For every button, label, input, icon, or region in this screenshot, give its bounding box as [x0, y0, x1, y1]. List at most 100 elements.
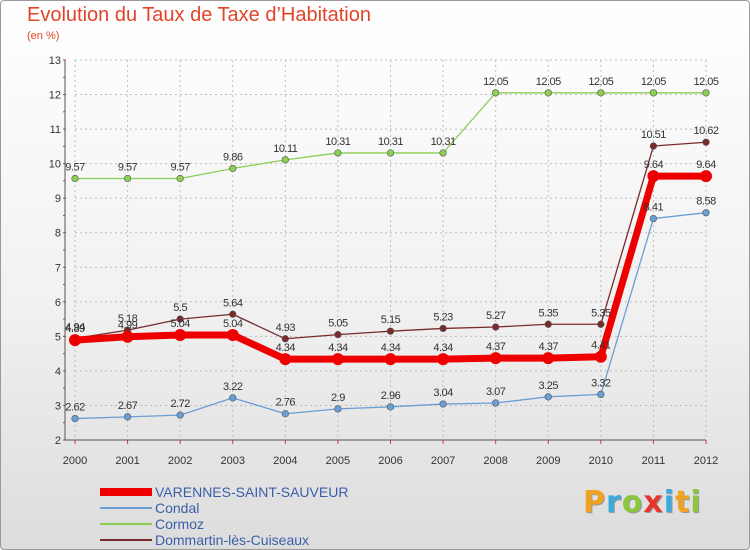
data-point	[334, 149, 342, 157]
data-label: 9.57	[65, 161, 85, 173]
legend-swatch	[100, 507, 152, 509]
data-point	[176, 174, 184, 183]
data-label: 8.58	[696, 196, 716, 208]
data-label: 10.11	[273, 143, 298, 155]
data-label: 5.27	[486, 310, 506, 322]
data-point	[700, 170, 712, 183]
data-point	[279, 353, 292, 366]
x-tick-label: 2001	[115, 455, 139, 467]
y-tick-label: 11	[50, 124, 61, 136]
data-point	[597, 320, 605, 328]
y-tick-label: 8	[55, 228, 61, 240]
data-label: 4.89	[65, 323, 85, 335]
data-point	[492, 399, 500, 407]
data-point	[229, 310, 237, 318]
data-point	[226, 328, 239, 341]
line-chart: 2 3 4 5 6 7 8 9 10 11 12 13 2000 2001 2002 2003 2004 2005…	[49, 55, 720, 467]
data-label: 8.41	[644, 202, 664, 214]
data-label: 9.57	[118, 161, 138, 173]
data-point	[386, 149, 395, 157]
x-tick-label: 2012	[694, 455, 718, 467]
data-label: 4.34	[328, 342, 348, 354]
data-label: 10.51	[641, 129, 666, 141]
data-point	[489, 352, 502, 365]
data-point	[649, 89, 658, 97]
data-label: 3.25	[539, 380, 559, 392]
data-label: 9.57	[170, 161, 190, 173]
data-label: 2.67	[118, 400, 138, 412]
data-label: 3.32	[591, 377, 611, 389]
data-label: 4.34	[381, 342, 401, 354]
data-point	[176, 411, 184, 419]
x-tick-label: 2003	[221, 455, 245, 467]
x-tick-label: 2010	[589, 455, 613, 467]
data-point	[544, 320, 552, 328]
data-label: 4.37	[486, 341, 506, 353]
data-label: 2.76	[276, 397, 296, 409]
x-tick-label: 2011	[642, 455, 666, 467]
data-label: 12.05	[641, 76, 666, 88]
data-point	[544, 89, 552, 97]
data-label: 9.64	[696, 159, 716, 171]
data-label: 3.07	[486, 386, 506, 398]
x-tick-label: 2005	[326, 455, 350, 467]
data-point	[281, 156, 289, 164]
data-label: 10.31	[325, 136, 350, 148]
y-tick-label: 10	[49, 159, 61, 171]
data-point	[647, 170, 660, 183]
x-tick-label: 2000	[63, 455, 87, 467]
data-label: 10.31	[431, 136, 456, 148]
data-label: 5.35	[539, 307, 559, 319]
data-point	[334, 331, 342, 339]
data-point	[439, 324, 447, 333]
data-label: 2.62	[65, 402, 85, 414]
data-point	[439, 149, 447, 157]
data-point	[174, 328, 187, 341]
data-label: 5.04	[223, 318, 243, 330]
data-point	[439, 400, 447, 408]
data-label: 4.99	[118, 320, 138, 332]
data-label: 9.64	[644, 159, 664, 171]
y-tick-label: 13	[49, 55, 61, 67]
legend-swatch	[100, 488, 152, 496]
legend-label: Condal	[155, 500, 200, 516]
y-tick-label: 3	[55, 400, 61, 412]
data-label: 5.35	[591, 307, 611, 319]
data-label: 5.15	[381, 314, 401, 326]
data-point	[702, 89, 710, 97]
data-label: 4.41	[591, 340, 611, 352]
data-point	[123, 174, 132, 183]
x-tick-label: 2007	[431, 455, 455, 467]
data-point	[229, 394, 237, 402]
data-point	[492, 323, 500, 331]
data-point	[702, 209, 710, 217]
data-point	[702, 138, 710, 146]
x-tick-label: 2006	[378, 455, 402, 467]
data-label: 5.04	[170, 318, 190, 330]
y-tick-label: 4	[55, 366, 61, 378]
data-label: 5.05	[328, 318, 348, 330]
data-point	[594, 350, 607, 363]
data-label: 4.94	[65, 321, 85, 333]
x-tick-label: 2002	[168, 455, 192, 467]
logo-letter: x	[643, 485, 664, 520]
data-point	[229, 164, 237, 173]
data-label: 10.62	[693, 125, 718, 137]
y-tick-label: 2	[55, 435, 61, 447]
y-tick-label: 7	[55, 262, 61, 274]
data-label: 12.05	[536, 76, 561, 88]
data-point	[437, 353, 450, 366]
data-label: 2.9	[331, 392, 345, 404]
data-label: 5.18	[118, 313, 138, 325]
data-label: 4.34	[433, 342, 453, 354]
data-label: 4.37	[539, 341, 559, 353]
data-point	[384, 353, 397, 366]
logo-letter: P	[583, 485, 606, 520]
data-label: 9.86	[223, 151, 243, 163]
data-label: 4.34	[276, 342, 296, 354]
data-label: 5.64	[223, 297, 243, 309]
y-tick-label: 5	[55, 331, 61, 343]
data-point	[281, 335, 289, 343]
x-tick-label: 2008	[483, 455, 507, 467]
data-point	[492, 89, 500, 97]
